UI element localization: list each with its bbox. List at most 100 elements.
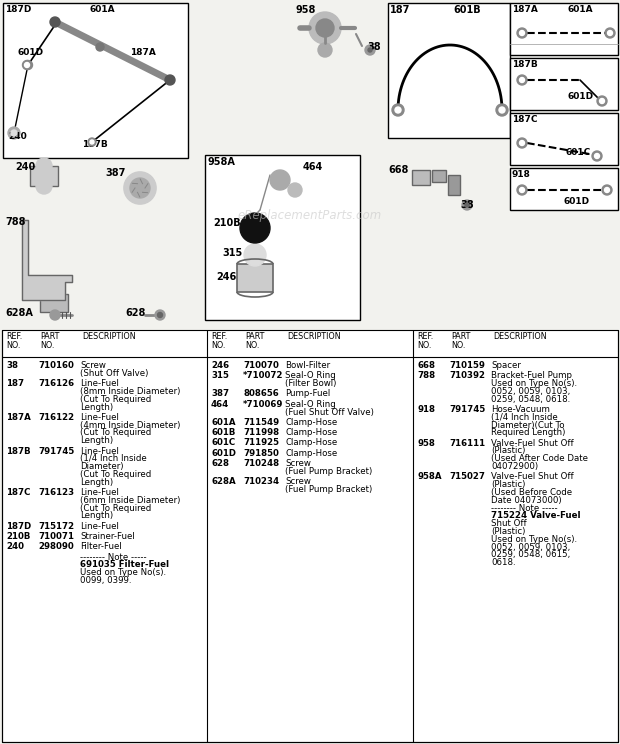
Circle shape [316,19,334,37]
Text: 0259, 0548, 0618.: 0259, 0548, 0618. [491,395,570,404]
Text: 668: 668 [417,361,435,370]
Circle shape [155,310,165,320]
Text: 711998: 711998 [243,428,279,437]
Text: Valve-Fuel Shut Off: Valve-Fuel Shut Off [491,472,574,481]
Text: (Cut To Required: (Cut To Required [80,395,151,404]
Text: Required Length): Required Length) [491,429,565,437]
Text: 710159: 710159 [449,361,485,370]
Text: eReplacementParts.com: eReplacementParts.com [238,208,382,222]
Text: 691035 Filter-Fuel: 691035 Filter-Fuel [80,560,169,569]
Text: Clamp-Hose: Clamp-Hose [285,438,337,447]
Bar [0,0,620,330]
Text: Pump-Fuel: Pump-Fuel [285,389,330,398]
Circle shape [288,183,302,197]
Circle shape [165,75,175,85]
Circle shape [520,141,525,146]
Text: Strainer-Fuel: Strainer-Fuel [80,532,135,541]
Text: 601D: 601D [568,92,594,101]
Text: 0052, 0059, 0103,: 0052, 0059, 0103, [491,542,570,551]
Text: 601B: 601B [453,5,480,15]
Circle shape [36,178,52,194]
Text: 38: 38 [6,361,18,370]
Circle shape [22,60,32,69]
Text: 187B: 187B [82,140,108,149]
Text: 0618.: 0618. [491,558,516,567]
Text: 187A: 187A [6,413,31,422]
Text: 958A: 958A [208,157,236,167]
Text: 210B: 210B [6,532,30,541]
Text: (Cut To Required: (Cut To Required [80,504,151,513]
Bar [412,170,430,185]
Text: (Used After Code Date: (Used After Code Date [491,455,588,464]
Circle shape [130,178,150,198]
Bar [510,3,618,55]
Text: 710392: 710392 [449,371,485,380]
Text: 387: 387 [105,168,125,178]
Text: 716111: 716111 [449,439,485,448]
Text: DESCRIPTION: DESCRIPTION [287,332,340,341]
Text: REF.: REF. [211,332,228,341]
Circle shape [517,75,527,85]
Circle shape [90,140,94,144]
Text: 464: 464 [211,400,229,408]
Text: 240: 240 [8,132,27,141]
Text: Used on Type No(s).: Used on Type No(s). [491,379,577,388]
Text: Used on Type No(s).: Used on Type No(s). [80,568,166,577]
Text: 788: 788 [417,371,435,380]
Text: 0099, 0399.: 0099, 0399. [80,576,131,585]
Text: 601C: 601C [566,148,591,157]
Text: -------- Note -----: -------- Note ----- [80,553,146,562]
Text: Valve-Fuel Shut Off: Valve-Fuel Shut Off [491,439,574,448]
Text: 315: 315 [222,248,242,258]
Text: Line-Fuel: Line-Fuel [80,488,119,497]
Circle shape [124,172,156,204]
Text: Date 04073000): Date 04073000) [491,496,562,504]
Text: (Used Before Code: (Used Before Code [491,488,572,497]
Text: 628A: 628A [5,308,33,318]
Text: 240: 240 [15,162,35,172]
Text: (6mm Inside Diameter): (6mm Inside Diameter) [80,496,180,504]
Circle shape [600,98,604,103]
Circle shape [520,77,525,83]
Text: Shut Off: Shut Off [491,519,526,528]
Circle shape [597,96,607,106]
Text: 187D: 187D [5,5,32,14]
Circle shape [365,45,375,55]
Circle shape [395,107,401,113]
Text: 0052, 0059, 0103,: 0052, 0059, 0103, [491,387,570,396]
Text: 187D: 187D [6,522,31,530]
Circle shape [50,17,60,27]
Circle shape [309,12,341,44]
Bar [2,330,618,742]
Bar [448,175,460,195]
Text: Bowl-Filter: Bowl-Filter [285,361,330,370]
Text: (Fuel Pump Bracket): (Fuel Pump Bracket) [285,485,372,494]
Circle shape [462,200,472,210]
Circle shape [517,138,527,148]
Circle shape [270,170,290,190]
Text: (Fuel Shut Off Valve): (Fuel Shut Off Valve) [285,408,374,417]
Text: *710069: *710069 [243,400,283,408]
Text: (Plastic): (Plastic) [491,527,525,536]
Text: 715027: 715027 [449,472,485,481]
Text: 958: 958 [295,5,316,15]
Circle shape [520,31,525,36]
Text: 601C: 601C [211,438,235,447]
Circle shape [25,62,30,68]
Text: Seal-O Ring: Seal-O Ring [285,371,336,380]
Text: 628A: 628A [211,477,236,486]
Text: 601A: 601A [211,418,236,427]
Text: 601B: 601B [211,428,236,437]
Polygon shape [22,220,72,300]
Text: Clamp-Hose: Clamp-Hose [285,449,337,458]
Bar [237,264,273,292]
Circle shape [517,185,527,195]
Text: 240: 240 [6,542,24,551]
Text: (Shut Off Valve): (Shut Off Valve) [80,369,148,378]
Text: 187A: 187A [512,5,538,14]
Bar [205,155,360,320]
Text: Diameter)(Cut To: Diameter)(Cut To [491,420,564,429]
Circle shape [465,203,469,207]
Text: 808656: 808656 [243,389,279,398]
Text: 187C: 187C [512,115,538,124]
